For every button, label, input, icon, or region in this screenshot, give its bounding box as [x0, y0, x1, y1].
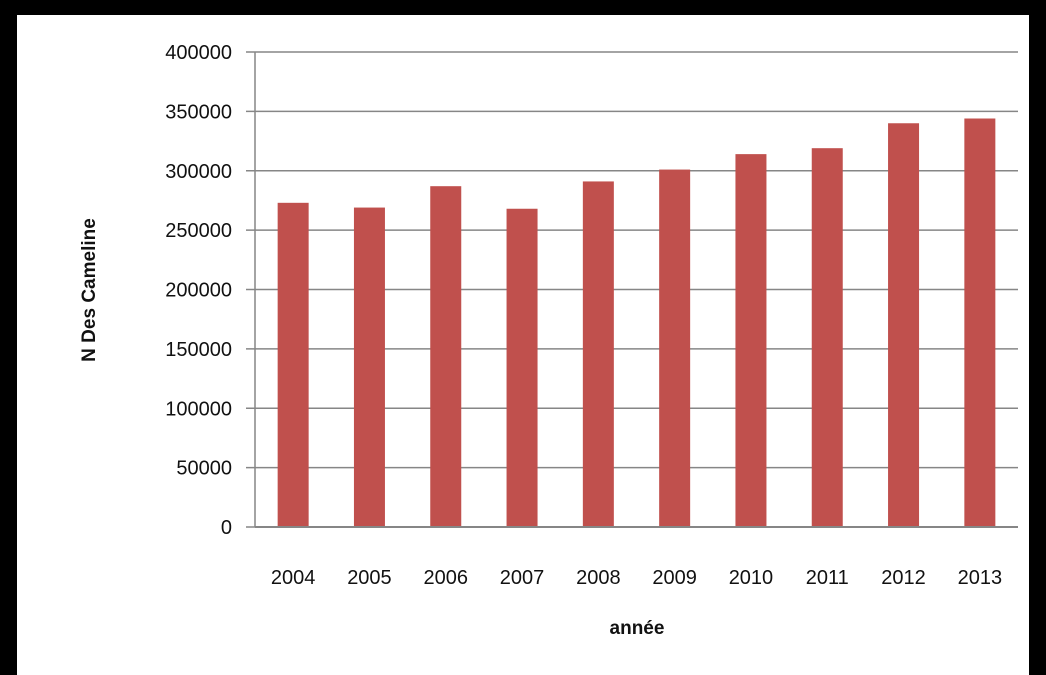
bar-2009	[659, 169, 691, 527]
y-tick-label: 0	[221, 517, 232, 539]
x-tick-label: 2006	[424, 567, 469, 589]
x-tick-label: 2009	[652, 567, 697, 589]
y-tick-label: 200000	[165, 280, 232, 302]
y-axis-title: N Des Cameline	[79, 218, 100, 362]
y-tick-label: 400000	[165, 42, 232, 64]
bar-2005	[353, 207, 385, 527]
y-tick-label: 150000	[165, 339, 232, 361]
bar-2010	[735, 154, 767, 527]
x-axis-title: année	[610, 618, 665, 639]
x-tick-label: 2012	[881, 567, 926, 589]
y-tick-label: 350000	[165, 101, 232, 123]
y-tick-labels: 0 50000 100000 150000 200000 250000 300000 3500…	[165, 42, 232, 539]
x-tick-label: 2011	[806, 567, 849, 589]
bar-2013	[964, 118, 996, 527]
y-tick-label: 250000	[165, 220, 232, 242]
bar-2012	[888, 123, 920, 527]
y-tick-label: 50000	[176, 458, 232, 480]
y-tick-label: 100000	[165, 398, 232, 420]
x-tick-label: 2007	[500, 567, 545, 589]
y-tick-label: 300000	[165, 161, 232, 183]
x-tick-labels: 2004 2005 2006 2007 2008 2009 2010 2011 2012 2013	[271, 567, 1002, 589]
bar-2011	[811, 148, 843, 527]
bars	[277, 118, 996, 527]
bar-2008	[582, 181, 614, 527]
x-tick-label: 2008	[576, 567, 621, 589]
bar-2006	[430, 186, 462, 527]
axes	[254, 52, 1018, 528]
x-tick-label: 2004	[271, 567, 316, 589]
bar-2007	[506, 208, 538, 527]
x-tick-label: 2013	[958, 567, 1003, 589]
x-tick-label: 2005	[347, 567, 392, 589]
bar-2004	[277, 202, 309, 527]
x-tick-label: 2010	[729, 567, 774, 589]
